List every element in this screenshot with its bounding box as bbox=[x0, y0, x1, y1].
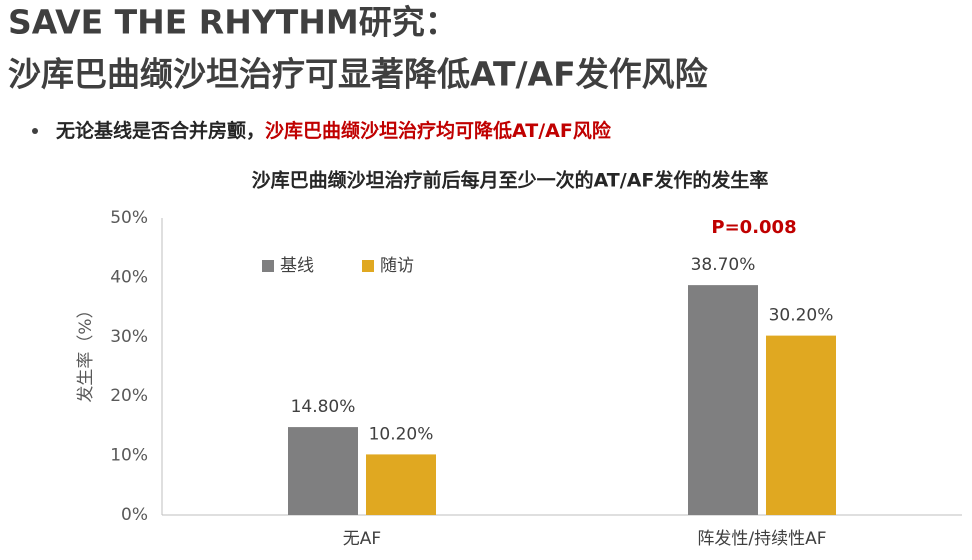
bar bbox=[288, 427, 358, 515]
y-tick-label: 40% bbox=[110, 267, 148, 287]
legend-label: 随访 bbox=[380, 256, 414, 276]
value-label: 38.70% bbox=[691, 255, 756, 275]
y-tick-label: 30% bbox=[110, 327, 148, 347]
x-tick-label: 阵发性/持续性AF bbox=[697, 529, 826, 549]
y-tick-label: 20% bbox=[110, 386, 148, 406]
bar bbox=[366, 454, 436, 515]
annotation: P=0.008 bbox=[711, 217, 796, 238]
value-label: 14.80% bbox=[291, 397, 356, 417]
y-tick-label: 10% bbox=[110, 446, 148, 466]
legend-swatch bbox=[262, 260, 274, 272]
value-label: 30.20% bbox=[769, 306, 834, 326]
bullet-text: 无论基线是否合并房颤，沙库巴曲缬沙坦治疗均可降低AT/AF风险 bbox=[56, 119, 612, 142]
slide-title-line: 沙库巴曲缬沙坦治疗可显著降低AT/AF发作风险 bbox=[8, 55, 709, 94]
bullet-dot bbox=[32, 128, 38, 134]
x-tick-label: 无AF bbox=[343, 529, 381, 549]
bullet-highlight: 沙库巴曲缬沙坦治疗均可降低AT/AF风险 bbox=[265, 119, 612, 142]
value-label: 10.20% bbox=[369, 424, 434, 444]
bar bbox=[688, 285, 758, 515]
legend-label: 基线 bbox=[280, 256, 314, 276]
chart-title: 沙库巴曲缬沙坦治疗前后每月至少一次的AT/AF发作的发生率 bbox=[252, 169, 769, 192]
slide-title-line: SAVE THE RHYTHM研究： bbox=[8, 3, 458, 42]
legend-swatch bbox=[362, 260, 374, 272]
y-tick-label: 0% bbox=[121, 505, 148, 525]
y-axis-label: 发生率（%） bbox=[76, 301, 96, 402]
bullet-plain: 无论基线是否合并房颤， bbox=[56, 119, 265, 142]
y-tick-label: 50% bbox=[110, 208, 148, 228]
bar bbox=[766, 335, 836, 515]
